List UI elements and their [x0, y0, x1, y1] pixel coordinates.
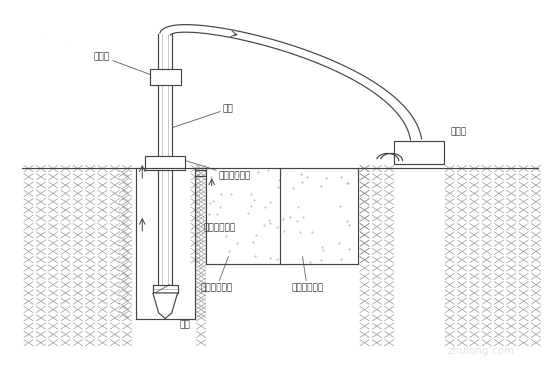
Text: 泥浆泵: 泥浆泵: [450, 127, 466, 136]
Text: 泥浆池及泥浆: 泥浆池及泥浆: [291, 256, 324, 292]
Text: zhulong.com: zhulong.com: [448, 346, 515, 356]
Text: 钒杆: 钒杆: [172, 104, 234, 128]
Bar: [153, 285, 178, 293]
Text: 沉淤池及沉淤: 沉淤池及沉淤: [200, 256, 233, 292]
Bar: [145, 156, 185, 170]
Bar: [150, 69, 180, 85]
Text: 水龙头: 水龙头: [94, 52, 152, 75]
Text: 钒机回转装置: 钒机回转装置: [185, 161, 251, 181]
Bar: [394, 141, 444, 164]
Text: 钒头: 钒头: [179, 320, 190, 329]
Polygon shape: [153, 293, 178, 319]
Text: 泥浆循环方向: 泥浆循环方向: [203, 223, 236, 232]
